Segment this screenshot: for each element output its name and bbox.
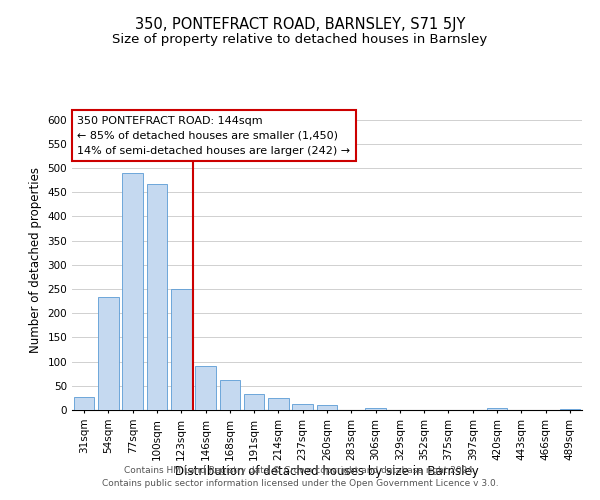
X-axis label: Distribution of detached houses by size in Barnsley: Distribution of detached houses by size …: [175, 466, 479, 478]
Bar: [292, 404, 313, 410]
Text: Contains HM Land Registry data © Crown copyright and database right 2024.
Contai: Contains HM Land Registry data © Crown c…: [101, 466, 499, 487]
Y-axis label: Number of detached properties: Number of detached properties: [29, 167, 42, 353]
Bar: [560, 408, 580, 410]
Bar: [244, 394, 265, 410]
Bar: [122, 173, 143, 410]
Bar: [487, 408, 508, 410]
Text: 350, PONTEFRACT ROAD, BARNSLEY, S71 5JY: 350, PONTEFRACT ROAD, BARNSLEY, S71 5JY: [135, 18, 465, 32]
Bar: [317, 404, 337, 410]
Bar: [195, 366, 216, 410]
Bar: [146, 184, 167, 410]
Bar: [171, 289, 191, 410]
Text: Size of property relative to detached houses in Barnsley: Size of property relative to detached ho…: [112, 32, 488, 46]
Bar: [268, 398, 289, 410]
Bar: [74, 397, 94, 410]
Bar: [220, 380, 240, 410]
Text: 350 PONTEFRACT ROAD: 144sqm
← 85% of detached houses are smaller (1,450)
14% of : 350 PONTEFRACT ROAD: 144sqm ← 85% of det…: [77, 116, 350, 156]
Bar: [98, 297, 119, 410]
Bar: [365, 408, 386, 410]
